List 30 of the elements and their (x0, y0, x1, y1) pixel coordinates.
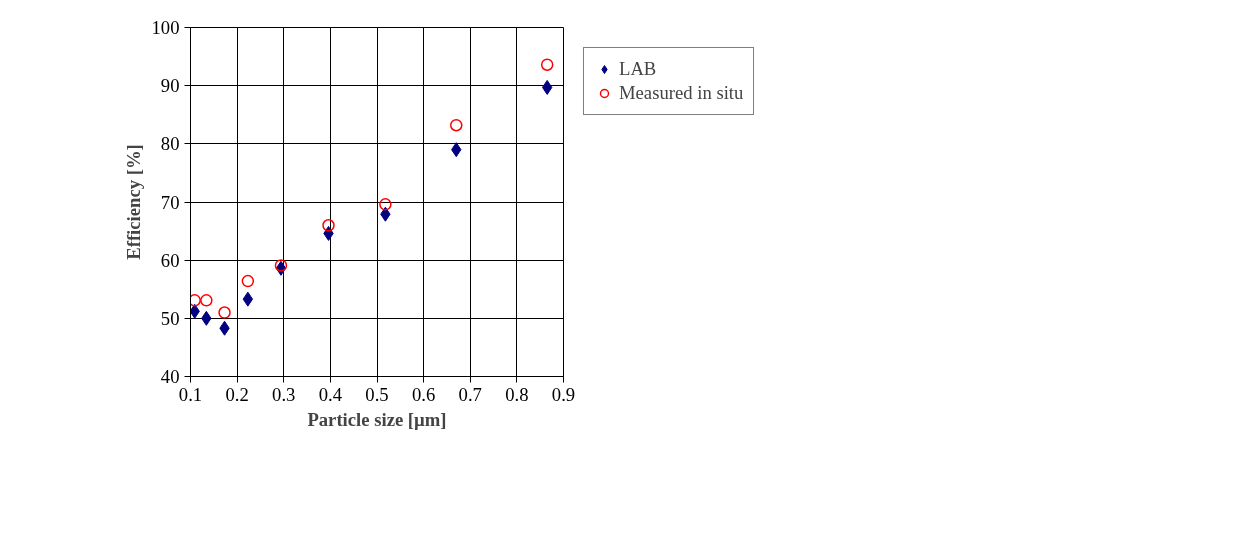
x-tick-label: 0.4 (318, 383, 343, 405)
point (218, 306, 231, 319)
point (242, 291, 254, 307)
point (379, 198, 392, 211)
x-tick-label: 0.5 (365, 383, 389, 405)
point (450, 118, 463, 132)
point (190, 294, 201, 307)
y-axis-title: Efficiency [%] (122, 144, 144, 260)
y-tick-label: 40 (160, 366, 180, 387)
x-axis-title: Particle size [µm] (307, 408, 447, 430)
y-tick-label: 70 (160, 191, 180, 213)
y-tick-label: 90 (160, 75, 180, 97)
x-tick-label: 0.1 (178, 383, 203, 405)
y-tick-label: 60 (160, 249, 180, 271)
point (241, 274, 255, 288)
point (200, 294, 213, 307)
x-tick-label: 0.9 (551, 383, 576, 405)
point (274, 259, 288, 272)
y-tick-label: 80 (160, 133, 180, 155)
x-tick-label: 0.8 (505, 383, 529, 405)
y-tick-label: 100 (151, 17, 180, 38)
legend-label: LAB (619, 58, 657, 80)
point (540, 58, 554, 71)
legend-label: Measured in situ (619, 82, 744, 104)
x-tick-label: 0.2 (225, 383, 249, 405)
x-tick-label: 0.7 (458, 383, 482, 405)
y-tick-label: 50 (160, 307, 180, 329)
x-tick-label: 0.3 (272, 383, 296, 405)
point (322, 219, 335, 232)
x-tick-label: 0.6 (411, 383, 436, 405)
